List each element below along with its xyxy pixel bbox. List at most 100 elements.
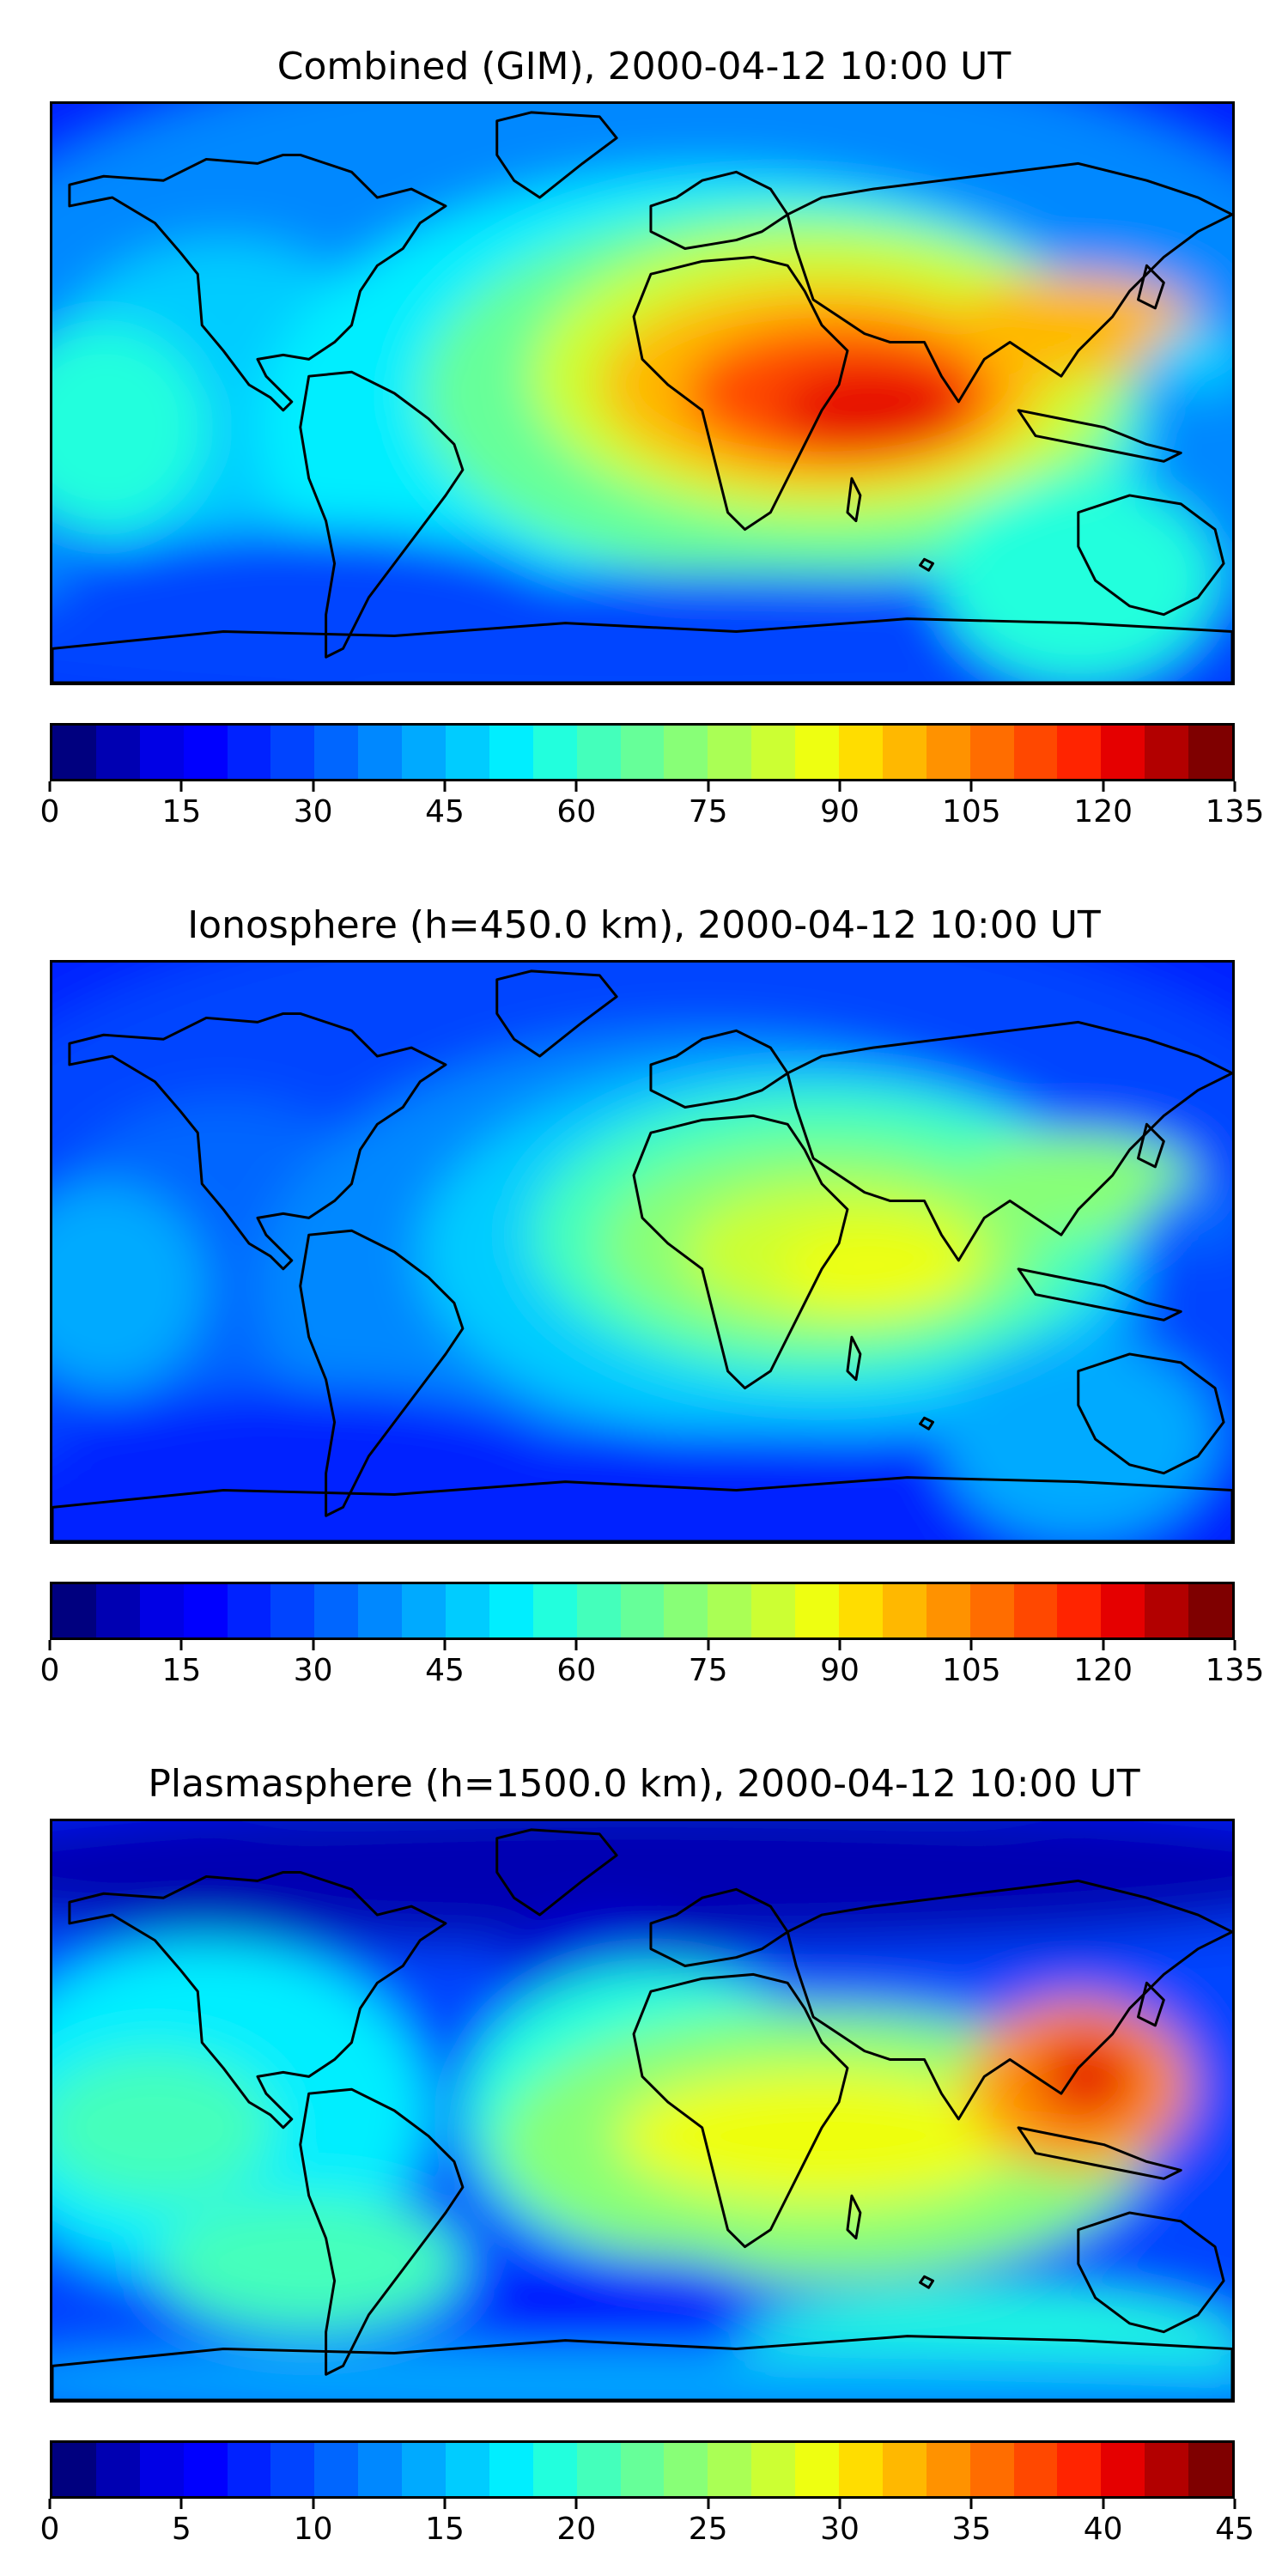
coastline bbox=[52, 1476, 1232, 1541]
colorbar-segment bbox=[795, 1584, 840, 1637]
colorbar-segment bbox=[839, 726, 883, 779]
colorbar-segment bbox=[270, 1584, 315, 1637]
colorbar-segment bbox=[489, 2443, 533, 2496]
colorbar-tick bbox=[443, 2499, 447, 2509]
colorbar-segment bbox=[52, 1584, 96, 1637]
colorbar-tick bbox=[1102, 2499, 1105, 2509]
colorbar-segment bbox=[1145, 2443, 1189, 2496]
colorbar-tick-label: 15 bbox=[425, 2512, 465, 2547]
colorbar-segment bbox=[882, 2443, 927, 2496]
colorbar-segment bbox=[95, 726, 140, 779]
colorbar-segment bbox=[183, 2443, 228, 2496]
colorbar-segment bbox=[664, 2443, 708, 2496]
colorbar-tick bbox=[1233, 2499, 1236, 2509]
colorbar-segment bbox=[446, 2443, 489, 2496]
colorbar-segment bbox=[1145, 726, 1189, 779]
colorbar-segment bbox=[1057, 1584, 1102, 1637]
colorbar-segment bbox=[358, 726, 403, 779]
panel-title-combined: Combined (GIM), 2000-04-12 10:00 UT bbox=[276, 45, 1012, 88]
colorbar-segment bbox=[402, 2443, 447, 2496]
colorbar-segment bbox=[52, 726, 96, 779]
colorbar-segment bbox=[1188, 726, 1233, 779]
coastline bbox=[1017, 409, 1182, 463]
coastline bbox=[495, 969, 618, 1058]
colorbar-segment bbox=[358, 1584, 403, 1637]
colorbar-segment bbox=[52, 2443, 96, 2496]
panel-title-plasmasphere: Plasmasphere (h=1500.0 km), 2000-04-12 1… bbox=[148, 1762, 1140, 1806]
tec-contour bbox=[52, 2348, 1232, 2400]
colorbar-tick-label: 30 bbox=[293, 1653, 333, 1688]
colorbar-segment bbox=[183, 1584, 228, 1637]
coastline bbox=[846, 1335, 862, 1382]
colorbar-tick-label: 90 bbox=[820, 794, 860, 829]
colorbar-segment bbox=[1013, 2443, 1058, 2496]
colorbar-segment bbox=[446, 1584, 489, 1637]
colorbar-segment bbox=[839, 1584, 883, 1637]
colorbar-tick-label: 120 bbox=[1073, 794, 1133, 829]
colorbar-segment bbox=[664, 1584, 708, 1637]
map-ionosphere bbox=[50, 960, 1235, 1544]
tec-contour bbox=[779, 1226, 968, 1312]
colorbar-tick bbox=[443, 781, 447, 792]
colorbar-segment bbox=[358, 2443, 403, 2496]
tec-contour bbox=[941, 1337, 1216, 1541]
colorbar-plasmasphere bbox=[50, 2440, 1235, 2499]
colorbar-ticks-ionosphere: 0 15 30 45 60 75 90 105 120 135 bbox=[40, 1640, 1264, 1688]
colorbar-tick-label: 0 bbox=[39, 2512, 60, 2547]
colorbar-segment bbox=[532, 726, 577, 779]
colorbar-segment bbox=[270, 2443, 315, 2496]
colorbar-tick-label: 0 bbox=[39, 794, 60, 829]
colorbar-segment bbox=[969, 726, 1014, 779]
colorbar-segment bbox=[139, 1584, 184, 1637]
colorbar-tick-label: 60 bbox=[556, 1653, 597, 1688]
colorbar-tick bbox=[1233, 1640, 1236, 1650]
coastline bbox=[846, 2194, 862, 2240]
colorbar-segment bbox=[227, 1584, 271, 1637]
coastline bbox=[299, 1229, 465, 1517]
colorbar-ionosphere bbox=[50, 1582, 1235, 1640]
colorbar-segment bbox=[926, 1584, 970, 1637]
colorbar-segment bbox=[1013, 726, 1058, 779]
colorbar-tick bbox=[574, 1640, 578, 1650]
colorbar-tick bbox=[1233, 781, 1236, 792]
colorbar-tick-label: 35 bbox=[951, 2512, 992, 2547]
colorbar-tick-label: 5 bbox=[171, 2512, 191, 2547]
tec-contour bbox=[52, 1183, 207, 1388]
colorbar-segment bbox=[402, 1584, 447, 1637]
colorbar-tick bbox=[48, 1640, 52, 1650]
coastline bbox=[786, 161, 1232, 404]
coastline bbox=[919, 557, 935, 572]
coastline bbox=[632, 1114, 849, 1390]
colorbar-segment bbox=[227, 726, 271, 779]
colorbar-segment bbox=[314, 726, 359, 779]
coastline bbox=[1077, 1352, 1225, 1475]
colorbar-segment bbox=[1188, 2443, 1233, 2496]
colorbar-tick bbox=[838, 2499, 841, 2509]
coastline bbox=[919, 1416, 935, 1431]
colorbar-tick bbox=[969, 2499, 973, 2509]
colorbar-tick-label: 30 bbox=[820, 2512, 860, 2547]
colorbar-segment bbox=[532, 1584, 577, 1637]
colorbar-segment bbox=[795, 2443, 840, 2496]
colorbar-segment bbox=[926, 726, 970, 779]
colorbar-segment bbox=[95, 1584, 140, 1637]
coastline bbox=[1136, 264, 1165, 310]
colorbar-tick-label: 90 bbox=[820, 1653, 860, 1688]
colorbar-tick-label: 20 bbox=[556, 2512, 597, 2547]
tec-contour bbox=[941, 478, 1216, 683]
colorbar-segment bbox=[489, 1584, 533, 1637]
colorbar-combined bbox=[50, 723, 1235, 781]
coastline bbox=[649, 170, 789, 250]
coastline bbox=[1077, 494, 1225, 617]
colorbar-tick bbox=[707, 2499, 710, 2509]
colorbar-tick bbox=[574, 2499, 578, 2509]
coastline bbox=[1017, 2126, 1182, 2180]
colorbar-segment bbox=[489, 726, 533, 779]
tec-contour bbox=[779, 368, 968, 453]
colorbar-tick-label: 25 bbox=[688, 2512, 728, 2547]
colorbar-segment bbox=[882, 726, 927, 779]
colorbar-tick-label: 45 bbox=[1215, 2512, 1255, 2547]
colorbar-segment bbox=[882, 1584, 927, 1637]
colorbar-tick bbox=[838, 1640, 841, 1650]
colorbar-tick-label: 105 bbox=[941, 1653, 1001, 1688]
